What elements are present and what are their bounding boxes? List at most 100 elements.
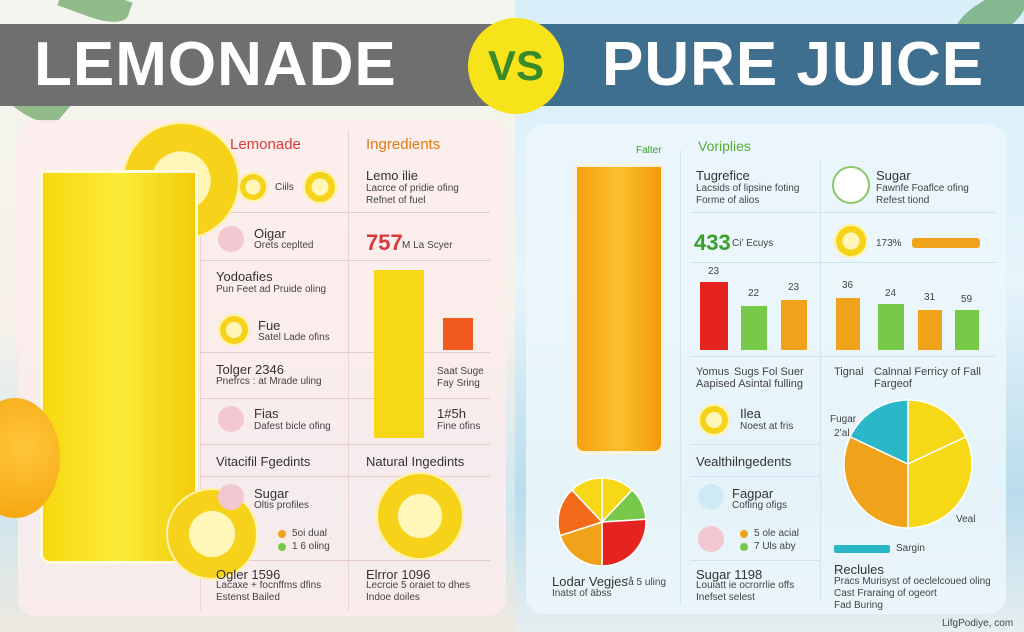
section-heading: Natural Ingedints [366, 454, 465, 469]
divider [200, 476, 490, 477]
row-sub: Fargeof [874, 378, 912, 390]
leaf-icon [832, 166, 870, 204]
pie-chart-small [557, 477, 647, 567]
legend-label: Sargin [896, 543, 925, 554]
row-sub: Lacsids of lipsine foting [696, 183, 800, 194]
pie-slice [601, 518, 647, 567]
stat-value: 173% [876, 238, 902, 249]
divider [690, 356, 996, 357]
legend-label: 5 ole acial [754, 528, 800, 539]
lemon-slice-icon [218, 314, 250, 346]
orange-slice-icon [834, 224, 868, 258]
bar-value-label: 59 [961, 294, 973, 305]
divider [690, 560, 820, 561]
pie-slice [570, 477, 603, 524]
lemon-slice-image [376, 472, 464, 560]
bar [836, 298, 860, 350]
row-sub: Fine ofins [437, 421, 481, 432]
bar-value-label: 23 [788, 282, 800, 293]
row-title: Elrror 1096 [366, 567, 431, 582]
pie-slice [843, 435, 909, 529]
lemon-slice-icon [238, 172, 268, 202]
pie-slice [559, 520, 603, 567]
row-sub: Inatst of äbss [552, 588, 612, 599]
bar-value-label: 23 [708, 266, 720, 277]
row-sub: Louiatt ie ocrorrlie offs [696, 580, 795, 591]
bar [700, 282, 728, 350]
bar [878, 304, 904, 350]
row-sub: Cofling ofigs [732, 500, 788, 511]
juice-glass-image [574, 164, 664, 454]
vs-badge: VS [468, 18, 564, 114]
divider [690, 262, 996, 263]
row-title: Tignal [834, 366, 864, 378]
row-sub: Orets ceplted [254, 240, 314, 251]
bar-yellow [374, 270, 424, 438]
row-sub: Aapised Asintal fulling [696, 378, 804, 390]
lemon-slice-icon [303, 170, 337, 204]
row-sub: Oltis profiles [254, 500, 310, 511]
section-heading: Vitacifil Fgedints [216, 454, 311, 469]
row-title: Fue [258, 318, 281, 333]
title-pure-juice: PURE JUICE [602, 30, 985, 99]
lemon-slice-image [166, 488, 258, 580]
watermark: LifgPodiye, com [942, 618, 1014, 629]
legend-label: 5oi dual [292, 528, 328, 539]
legend-dot-green [740, 543, 748, 551]
legend-dot-orange [278, 530, 286, 538]
divider [200, 560, 490, 561]
legend-dot-green [278, 543, 286, 551]
row-title: Lemo ilie [366, 168, 419, 183]
stat-value: 433 [694, 230, 731, 255]
row-sub: Indoe doiles [366, 592, 420, 603]
row-sub: Sugs Fol Suer [734, 366, 804, 378]
row-title: Oigar [254, 226, 286, 241]
row-title: Sugar 1198 [696, 567, 763, 582]
stat-unit: M La Scyer [402, 240, 453, 251]
title-banner-right [515, 24, 1024, 106]
row-sub: Lacaxe + focnffms dfins [216, 580, 322, 591]
bar-value-label: 22 [748, 288, 760, 299]
pie-slice [907, 399, 967, 466]
row-title: Lodar Vegjes [552, 574, 628, 589]
row-sub: Refnet of fuel [366, 195, 426, 206]
vitamins-header: Voriplies [698, 138, 751, 154]
divider [200, 398, 490, 399]
divider [200, 352, 490, 353]
stat-unit: Ci’ Ecuys [732, 238, 774, 249]
row-sub: Fay Sring [437, 378, 480, 389]
divider [690, 444, 820, 445]
orange-slice-icon [698, 404, 730, 436]
row-title: Reclules [834, 562, 884, 577]
progress-bar [912, 238, 980, 248]
pie-chart-large [843, 399, 973, 529]
row-sub: Inefset selest [696, 592, 755, 603]
bar [741, 306, 767, 350]
bar-value-label: 31 [924, 292, 936, 303]
pie-slice [907, 435, 973, 529]
divider [690, 476, 820, 477]
row-title: Ilea [740, 406, 761, 421]
divider [348, 130, 349, 610]
legend-label: 7 Uls aby [754, 541, 796, 552]
row-sub: Cast Fraraing of ogeort [834, 588, 937, 599]
row-title: Tolger 2346 [216, 362, 284, 377]
row-sub: Satel Lade ofins [258, 332, 330, 343]
title-lemonade: LEMONADE [34, 30, 397, 99]
row-title: 1#5h [437, 406, 466, 421]
row-sub: Refest tiond [876, 195, 930, 206]
bar [781, 300, 807, 350]
section-heading: Vealthilngedents [696, 454, 792, 469]
pie-label: Veal [956, 514, 976, 525]
row-title: Tugrefice [696, 168, 750, 183]
row-title: Saat Suge [437, 366, 484, 377]
jar-icon [218, 484, 244, 510]
divider [200, 215, 201, 610]
bar-value-label: 24 [885, 288, 897, 299]
row-sub: Pun Feet ad Pruide oling [216, 284, 327, 295]
row-title: Fias [254, 406, 279, 421]
pie-slice [849, 399, 909, 466]
pie-slice [557, 488, 604, 537]
row-sub: Fawnfe Foaflce ofing [876, 183, 969, 194]
divider [680, 150, 681, 605]
